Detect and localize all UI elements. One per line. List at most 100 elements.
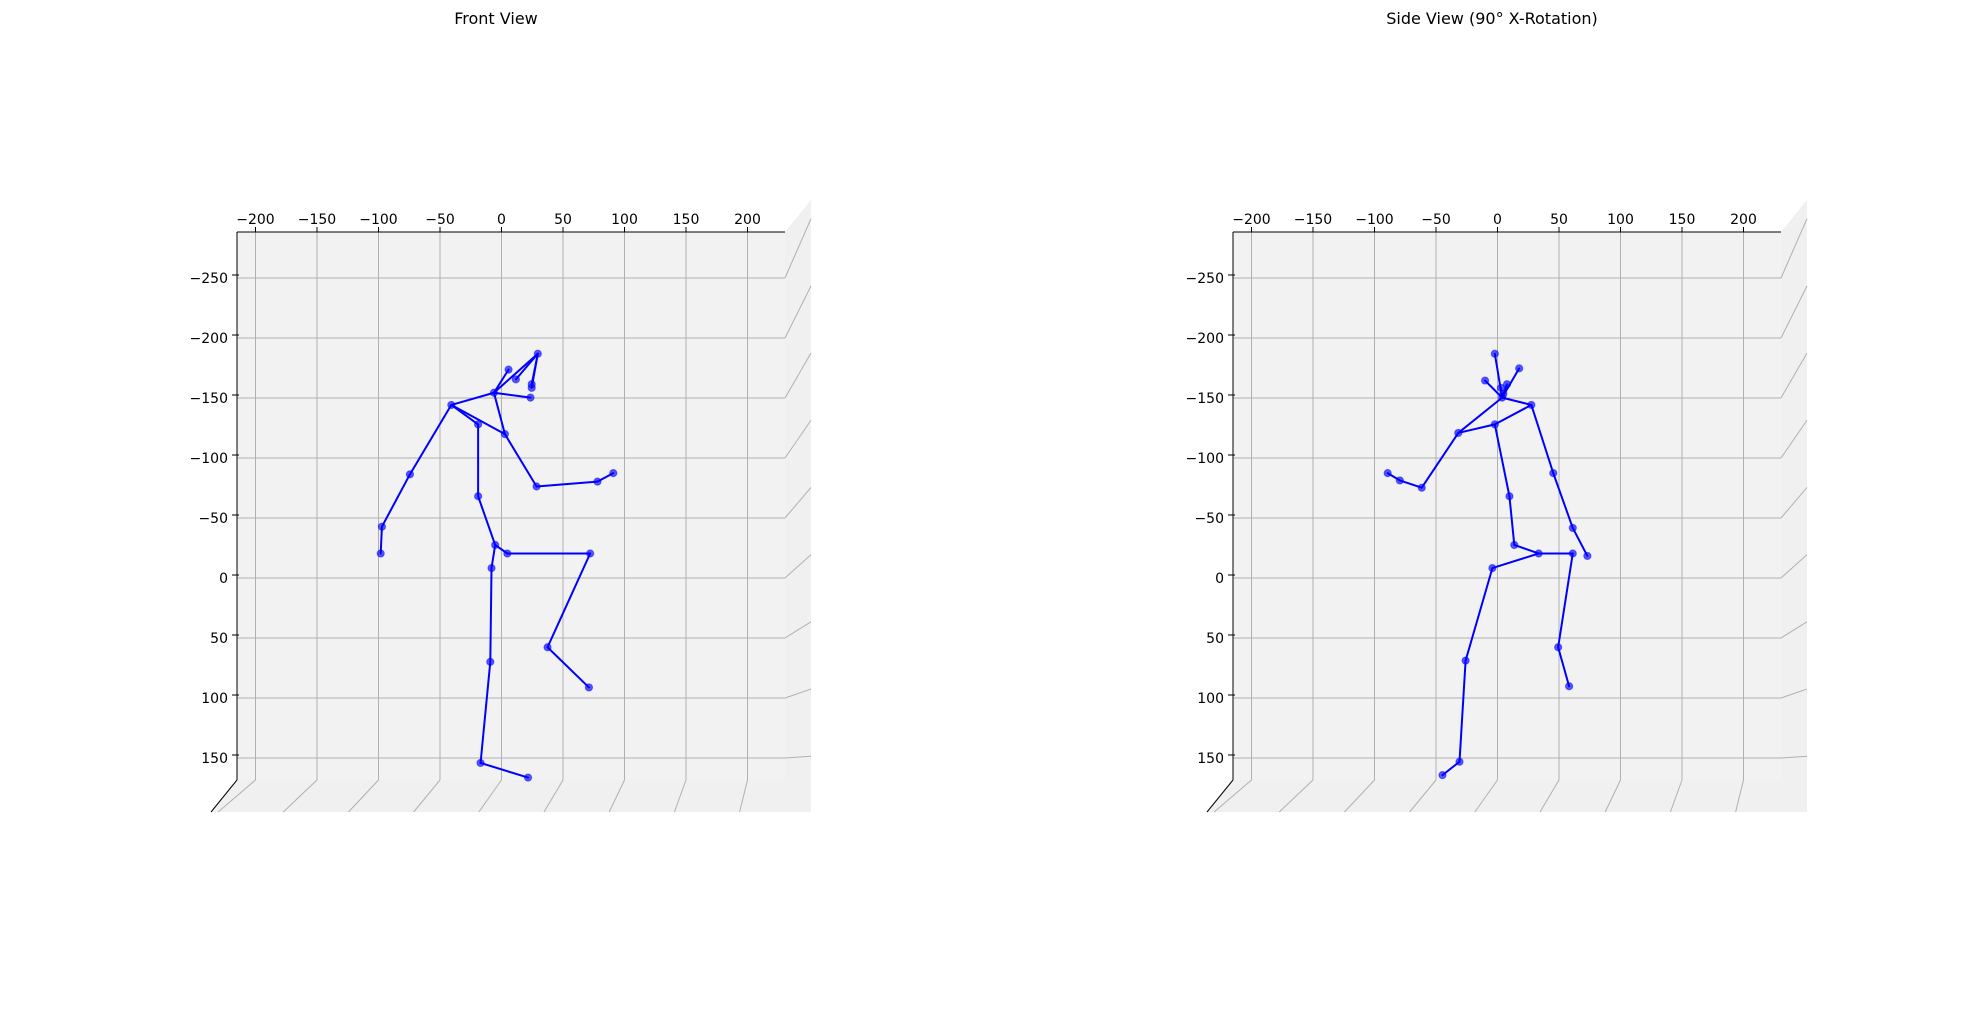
floor-grid-line-3 bbox=[413, 779, 441, 813]
y-tick-label: −150 bbox=[1186, 391, 1224, 407]
x-tick-label: 100 bbox=[1607, 212, 1634, 228]
skeleton-bones bbox=[379, 352, 615, 779]
side-grid-line-0 bbox=[1780, 218, 1808, 279]
skeleton-joint-8 bbox=[474, 420, 483, 429]
skeleton-joint-18 bbox=[1568, 549, 1577, 558]
y-tick-label: −200 bbox=[1186, 331, 1224, 347]
skeleton-joint-13 bbox=[609, 469, 618, 478]
x-tick-label: 150 bbox=[1669, 212, 1696, 228]
floor-grid-line-1 bbox=[282, 779, 318, 813]
skeleton-bone-10 bbox=[408, 403, 453, 476]
floor-grid-line-3 bbox=[1409, 779, 1437, 813]
x-tick-label: 150 bbox=[673, 212, 700, 228]
side-pane bbox=[1781, 200, 1807, 812]
skeleton-joint-12 bbox=[1395, 476, 1404, 485]
x-tick-label: −50 bbox=[1421, 212, 1451, 228]
x-tick-label: −100 bbox=[359, 212, 397, 228]
floor-grid-line-8 bbox=[1735, 779, 1744, 813]
y-tick-label: −200 bbox=[190, 331, 228, 347]
skeleton-joints bbox=[1383, 349, 1592, 780]
x-tick-label: −150 bbox=[1294, 212, 1332, 228]
y-tick-label: 150 bbox=[1197, 751, 1224, 767]
skeleton-joint-16 bbox=[376, 549, 385, 558]
side-grid-line-3 bbox=[1780, 419, 1808, 459]
skeleton-bone-20 bbox=[546, 552, 592, 649]
skeleton-bone-14 bbox=[535, 480, 599, 488]
floor-grid-line-0 bbox=[217, 779, 256, 813]
side-grid-line-1 bbox=[784, 285, 812, 339]
side-grid-line-3 bbox=[784, 419, 812, 459]
skeleton-joint-18 bbox=[503, 549, 512, 558]
skeleton-bone-13 bbox=[1530, 403, 1555, 475]
skeleton-joint-24 bbox=[476, 758, 485, 768]
plot-title: Front View bbox=[454, 9, 538, 28]
skeleton-joint-3 bbox=[511, 375, 520, 384]
skeleton-joint-21 bbox=[543, 643, 552, 652]
skeleton-bone-17 bbox=[1508, 495, 1516, 546]
skeleton-joint-13 bbox=[1417, 483, 1426, 492]
side-grid-line-8 bbox=[784, 755, 812, 759]
skeleton-bone-21 bbox=[546, 646, 590, 689]
grid-lines bbox=[217, 218, 812, 813]
floor-grid-line-2 bbox=[348, 779, 379, 813]
skeleton-joint-11 bbox=[532, 482, 541, 491]
side-grid-line-1 bbox=[1780, 285, 1808, 339]
skeleton-joint-0 bbox=[1490, 349, 1499, 358]
skeleton-joint-6 bbox=[526, 393, 535, 402]
skeleton-bone-24 bbox=[1458, 659, 1467, 763]
skeleton-joint-15 bbox=[1568, 523, 1577, 533]
side-grid-line-5 bbox=[784, 554, 812, 579]
skeleton-bone-11 bbox=[380, 473, 411, 528]
skeleton-bone-21 bbox=[1557, 646, 1571, 688]
skeleton-bone-0 bbox=[492, 352, 539, 394]
skeleton-joint-23 bbox=[584, 683, 594, 692]
y-tick-label: 50 bbox=[1206, 631, 1224, 647]
skeleton-joint-17 bbox=[1534, 549, 1543, 558]
skeleton-joint-2 bbox=[1480, 376, 1490, 385]
x-tick-label: 200 bbox=[734, 212, 761, 228]
side-grid-line-2 bbox=[1780, 352, 1808, 399]
side-grid-line-8 bbox=[1780, 755, 1808, 759]
y-tick-label: 100 bbox=[1197, 691, 1224, 707]
side-grid-line-2 bbox=[784, 352, 812, 399]
skeleton-joint-25 bbox=[523, 773, 533, 782]
y-tick-label: 150 bbox=[201, 751, 228, 767]
skeleton-bone-22 bbox=[1491, 552, 1540, 570]
side-grid-line-6 bbox=[784, 621, 812, 639]
skeleton-bone-7 bbox=[1457, 396, 1504, 434]
skeleton-bone-16 bbox=[1493, 423, 1511, 498]
grid-lines bbox=[1213, 218, 1808, 813]
x-tick-label: 100 bbox=[611, 212, 638, 228]
skeleton-joint-10 bbox=[1549, 469, 1558, 478]
y-tick-label: −250 bbox=[190, 271, 228, 287]
floor-grid-line-8 bbox=[739, 779, 748, 813]
skeleton-bone-12 bbox=[379, 525, 383, 555]
skeleton-joint-14 bbox=[474, 492, 483, 501]
skeleton-joint-19 bbox=[586, 549, 595, 558]
skeleton-joint-23 bbox=[1565, 682, 1574, 691]
floor-grid-line-6 bbox=[1604, 779, 1621, 813]
skeleton-bone-13 bbox=[503, 433, 538, 488]
y-tick-label: −50 bbox=[198, 511, 228, 527]
skeleton-joint-22 bbox=[1461, 656, 1470, 665]
skeleton-bone-14 bbox=[1552, 472, 1574, 529]
floor-pane bbox=[1207, 780, 1807, 812]
skeleton-joint-11 bbox=[1383, 469, 1392, 478]
side-grid-line-7 bbox=[1780, 688, 1808, 699]
skeleton-bone-15 bbox=[1571, 526, 1589, 557]
skeleton-bone-1 bbox=[492, 368, 510, 394]
back-pane bbox=[237, 232, 785, 780]
skeleton-bone-10 bbox=[1420, 431, 1460, 489]
plot-panel-2: Side View (90° X-Rotation) −200 −150 −100 −5… bbox=[1186, 9, 1808, 813]
side-grid-line-0 bbox=[784, 218, 812, 279]
floor-pane bbox=[211, 780, 811, 812]
skeleton-bone-9 bbox=[1457, 423, 1496, 434]
skeleton-joint-7 bbox=[1527, 400, 1536, 410]
y-tick-label: −100 bbox=[1186, 451, 1224, 467]
side-pane bbox=[785, 200, 811, 812]
side-grid-line-7 bbox=[784, 688, 812, 699]
skeleton-joint-1 bbox=[533, 349, 542, 358]
skeleton-bone-25 bbox=[479, 761, 530, 779]
y-tick-label: 100 bbox=[201, 691, 228, 707]
x-tick-label: −200 bbox=[236, 212, 274, 228]
